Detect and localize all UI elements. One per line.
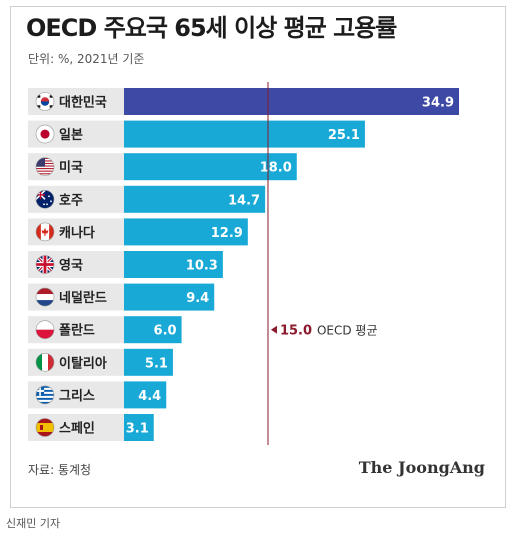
chart-row: 대한민국 34.9: [28, 88, 459, 115]
bar: [124, 316, 182, 344]
netherlands-flag-icon: [35, 287, 55, 307]
japan-flag-icon: [35, 124, 55, 144]
category-label: 그리스: [59, 388, 95, 404]
chart-row: 캐나다 12.9: [28, 218, 248, 246]
category-label: 대한민국: [59, 95, 107, 111]
chart-row: 스페인 3.1: [28, 414, 154, 441]
category-label: 영국: [59, 259, 83, 274]
chart-row: 호주 14.7: [28, 185, 266, 213]
usa-flag-icon: [35, 157, 55, 176]
value-label: 4.4: [138, 389, 161, 404]
category-label: 이탈리아: [59, 355, 107, 371]
category-label: 네덜란드: [59, 290, 107, 306]
bar: [124, 251, 223, 278]
korea-flag-icon: [35, 92, 55, 111]
chart-row: 폴란드 6.0: [28, 316, 182, 344]
value-label: 18.0: [260, 161, 292, 176]
poland-flag-icon: [35, 320, 55, 340]
reference-arrow-icon: [270, 325, 277, 334]
author-credit: 신재민 기자: [6, 517, 61, 530]
value-label: 34.9: [422, 96, 454, 111]
bar: [124, 88, 459, 115]
value-label: 3.1: [126, 422, 149, 437]
bar: [124, 381, 167, 409]
value-label: 14.7: [228, 193, 260, 208]
value-label: 12.9: [211, 226, 243, 241]
chart-row: 그리스 4.4: [28, 381, 167, 409]
chart-subtitle: 단위: %, 2021년 기준: [28, 52, 145, 66]
spain-flag-icon: [35, 418, 55, 437]
bar: [124, 283, 215, 311]
chart-row: 네덜란드 9.4: [28, 283, 215, 311]
reference-text-label: OECD 평균: [317, 324, 378, 338]
bar: [124, 218, 248, 246]
category-label: 폴란드: [59, 324, 95, 339]
greece-flag-icon: [35, 385, 55, 405]
bar: [124, 185, 266, 213]
category-label: 호주: [59, 193, 83, 208]
value-label: 5.1: [145, 356, 168, 371]
value-label: 6.0: [154, 324, 177, 339]
italy-flag-icon: [35, 352, 55, 372]
category-label: 캐나다: [59, 225, 95, 241]
canada-flag-icon: [35, 222, 55, 242]
chart-row: 영국 10.3: [28, 251, 223, 278]
category-label: 일본: [59, 128, 83, 143]
category-label: 스페인: [59, 421, 95, 437]
bar: [124, 348, 173, 376]
brand-logo: The JoongAng: [358, 458, 485, 477]
reference-value-label: 15.0: [280, 324, 312, 339]
category-label: 미국: [59, 160, 83, 176]
uk-flag-icon: [35, 255, 55, 274]
source-note: 자료: 통계청: [28, 463, 92, 477]
value-label: 9.4: [186, 291, 209, 306]
chart-row: 미국 18.0: [28, 153, 297, 181]
australia-flag-icon: [35, 190, 55, 209]
value-label: 25.1: [328, 128, 360, 143]
bar: [124, 414, 154, 441]
value-label: 10.3: [186, 259, 218, 274]
chart-title: OECD 주요국 65세 이상 평균 고용률: [26, 14, 397, 42]
chart-row: 이탈리아 5.1: [28, 348, 173, 376]
bar: [124, 120, 365, 148]
chart-row: 일본 25.1: [28, 120, 365, 148]
